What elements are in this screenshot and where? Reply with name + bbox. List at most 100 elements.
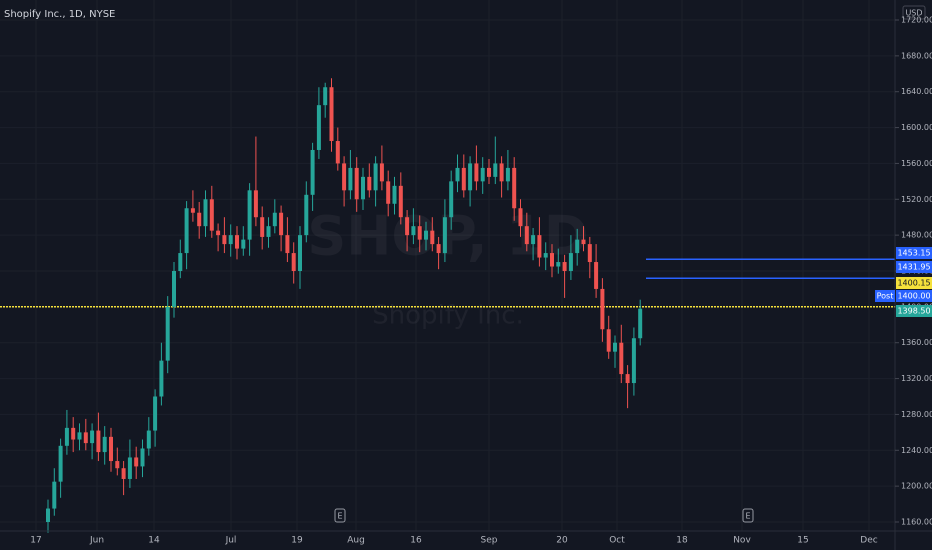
candle-body [52,481,57,509]
candle-body [461,167,466,191]
candle-body [260,217,265,237]
candle-body [279,212,284,236]
x-tick-label: 15 [797,536,808,546]
candle-body [216,230,221,236]
candle-body [392,185,397,204]
candle-body [524,226,529,245]
candle-body [631,338,636,384]
candle-body [493,163,498,177]
candle-body [83,432,88,444]
candle-body [518,208,523,227]
candle-body [121,468,126,479]
candle-body [436,244,441,254]
candle-body [272,212,277,227]
y-tick-label: 1680.00 [901,51,932,60]
y-tick-label: 1520.00 [901,195,932,204]
candle-body [348,167,353,191]
candle-body [531,235,536,245]
candle-body [354,167,359,200]
candle-body [323,87,328,106]
y-tick-label: 1320.00 [901,374,932,383]
candle-body [424,230,428,240]
candle-body [398,185,403,218]
candle-body [58,445,63,482]
post-price-label: 1400.00 [897,292,930,301]
candle-body [247,190,252,240]
candle-body [442,217,447,254]
price-tag-label: 1400.15 [897,279,930,288]
candle-body [537,235,542,258]
x-tick-label: 19 [291,536,303,546]
candle-body [606,329,611,352]
candle-body [140,448,145,467]
candle-body [625,374,630,384]
y-tick-label: 1600.00 [901,123,932,132]
candle-body [613,342,617,352]
watermark-subtitle: Shopify Inc. [372,301,524,331]
event-marker [742,508,754,523]
y-tick-label: 1360.00 [901,338,932,347]
event-marker [334,508,346,523]
candle-body [480,167,485,182]
candle-body [209,199,214,231]
price-tag [896,261,932,273]
candle-body [487,167,491,177]
candle-body [228,235,233,245]
x-tick-label: 20 [556,536,568,546]
price-tag [896,247,932,259]
y-tick-label: 1240.00 [901,446,932,455]
candle-body [96,430,101,453]
candle-body [449,181,454,218]
x-tick-label: Aug [347,536,365,546]
candle-body [581,239,586,245]
candle-body [235,235,239,249]
candle-body [115,461,120,469]
candle-body [562,262,567,271]
candle-body [165,306,170,361]
candle-body [64,427,69,446]
chart-title: Shopify Inc., 1D, NYSE [4,9,115,20]
x-tick-label: Sep [481,536,498,546]
candle-body [600,288,605,330]
price-tag [896,277,932,289]
candle-body [474,163,479,182]
candle-body [90,430,95,444]
candle-body [556,262,561,267]
candle-body [587,244,592,263]
price-tag-label: 1431.95 [897,263,930,272]
candle-body [379,163,384,182]
y-tick-label: 1280.00 [901,410,932,419]
y-tick-label: 1480.00 [901,231,932,240]
candle-body [386,181,391,204]
candle-body [159,360,164,397]
candle-body [127,457,132,479]
candle-body [102,436,107,453]
watermark: SHOP, 1D [307,205,588,268]
candle-body [575,239,580,254]
x-tick-label: Oct [609,536,625,546]
x-tick-label: Nov [733,536,751,546]
candle-body [134,457,139,467]
last-price-tag [896,305,932,317]
last-price-label: 1398.50 [897,307,930,316]
candle-body [285,235,290,254]
post-name: Post [877,292,894,301]
candle-body [291,253,296,271]
candle-body [543,253,548,258]
candle-body [512,167,517,209]
candle-body [146,430,151,449]
candle-body [298,235,302,271]
candle-body [153,396,158,431]
y-tick-label: 1160.00 [901,518,932,527]
y-tick-label: 1640.00 [901,87,932,96]
x-tick-label: 18 [676,536,688,546]
candle-body [405,217,410,236]
currency-box [902,5,926,20]
currency: USD [905,9,922,18]
y-tick-label: 1560.00 [901,159,932,168]
price-axis: 1720.00 1680.00 1640.00 1600.00 1560.00 1520.… [30,16,932,546]
candle-body [222,235,227,245]
candle-body [203,199,208,227]
